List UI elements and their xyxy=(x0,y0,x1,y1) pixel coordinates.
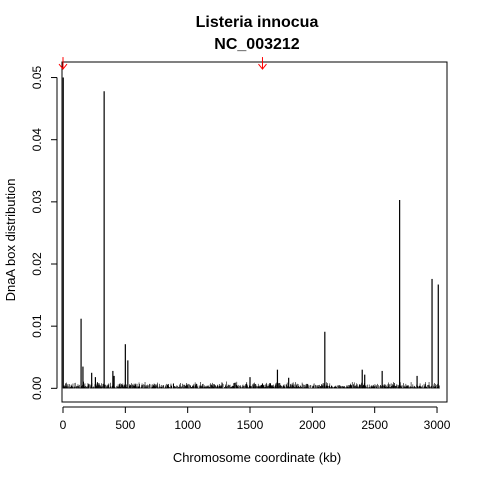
chart-subtitle: NC_003212 xyxy=(214,36,300,53)
x-axis-label: Chromosome coordinate (kb) xyxy=(173,450,341,465)
baseline-noise xyxy=(62,381,440,389)
x-tick-label: 500 xyxy=(115,418,135,432)
x-tick-label: 0 xyxy=(60,418,67,432)
chart-title: Listeria innocua xyxy=(196,14,319,31)
x-tick-label: 2500 xyxy=(361,418,388,432)
y-tick-label: 0.05 xyxy=(30,66,44,90)
x-tick-label: 1500 xyxy=(237,418,264,432)
x-tick-label: 2000 xyxy=(299,418,326,432)
red-arrow-icon xyxy=(258,57,267,70)
y-axis: 0.00 0.01 0.02 0.03 0.04 0.05 xyxy=(30,66,58,400)
y-tick-label: 0.01 xyxy=(30,314,44,338)
x-axis: 0 500 1000 1500 2000 2500 3000 xyxy=(60,406,451,432)
red-arrow-icon xyxy=(58,57,68,70)
origin-markers xyxy=(58,57,267,70)
x-tick-label: 1000 xyxy=(174,418,201,432)
y-tick-label: 0.04 xyxy=(30,128,44,152)
y-tick-label: 0.03 xyxy=(30,190,44,214)
y-tick-label: 0.00 xyxy=(30,376,44,400)
plot-frame xyxy=(61,61,448,403)
y-tick-label: 0.02 xyxy=(30,252,44,276)
bars-group xyxy=(62,77,439,389)
x-tick-label: 3000 xyxy=(424,418,451,432)
y-axis-label: DnaA box distribution xyxy=(3,179,18,302)
